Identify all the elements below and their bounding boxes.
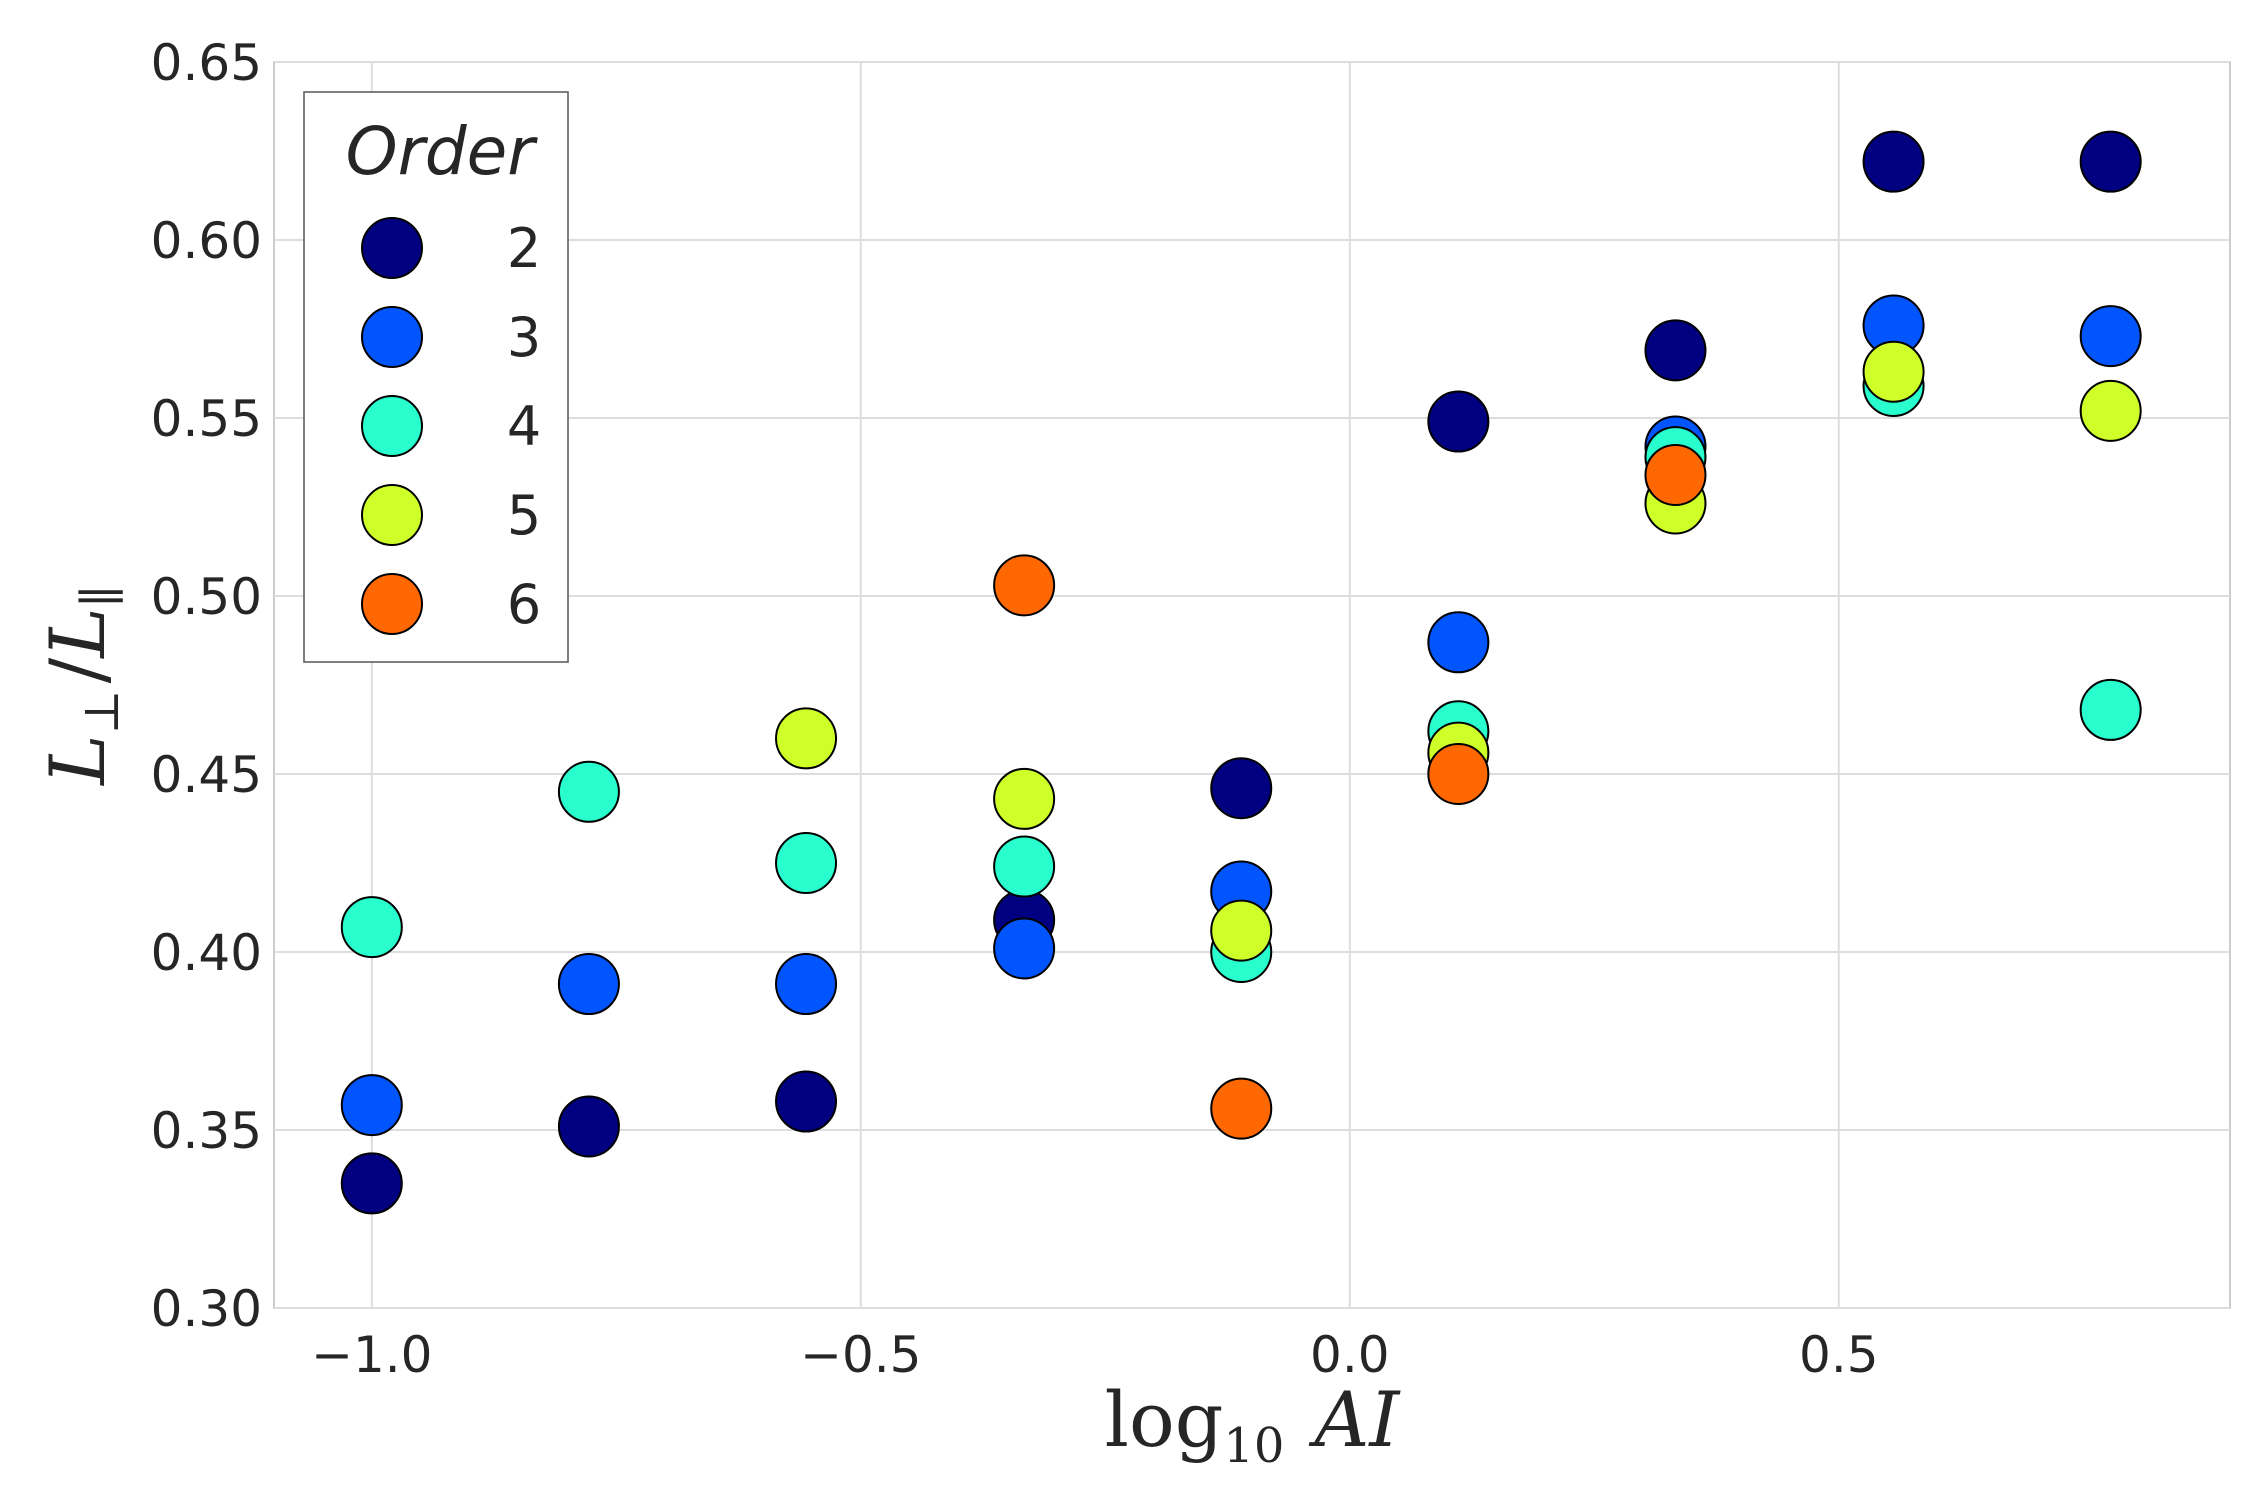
legend-marker-6 xyxy=(361,573,423,635)
point-order-4 xyxy=(557,760,620,823)
x-axis-label-base: log xyxy=(1105,1375,1224,1464)
point-order-3 xyxy=(775,953,838,1016)
legend: Order 2 3 4 5 6 xyxy=(303,91,569,663)
point-order-2 xyxy=(1427,390,1490,453)
point-order-4 xyxy=(2079,678,2142,741)
y-tick-label: 0.60 xyxy=(151,212,262,270)
y-axis-label-den-sub: ∥ xyxy=(74,585,130,607)
legend-label-2: 2 xyxy=(507,217,541,280)
x-axis-label-var: AI xyxy=(1308,1375,1401,1464)
point-order-3 xyxy=(1427,611,1490,674)
x-tick-label: −1.0 xyxy=(311,1326,432,1384)
point-order-6 xyxy=(1427,743,1490,805)
point-order-2 xyxy=(1862,130,1925,193)
y-tick-labels: 0.30 0.35 0.40 0.45 0.50 0.55 0.60 0.65 xyxy=(151,34,262,1338)
point-order-2 xyxy=(2079,130,2142,193)
y-tick-label: 0.65 xyxy=(151,34,262,92)
y-tick-label: 0.35 xyxy=(151,1102,262,1160)
legend-label-3: 3 xyxy=(507,306,541,369)
y-axis-label-num-sub: ⊥ xyxy=(74,689,130,734)
legend-marker-3 xyxy=(361,306,423,368)
legend-items: 2 3 4 5 6 xyxy=(361,217,541,636)
y-tick-label: 0.45 xyxy=(151,746,262,804)
y-axis-label-sep: / xyxy=(33,657,122,683)
point-order-4 xyxy=(993,835,1056,898)
point-order-6 xyxy=(993,554,1056,617)
point-order-2 xyxy=(340,1152,403,1215)
y-axis-label: L⊥/L∥ xyxy=(33,585,130,787)
x-axis-label-sub: 10 xyxy=(1223,1418,1284,1474)
point-order-6 xyxy=(1644,443,1707,506)
data-points xyxy=(340,130,2142,1215)
legend-marker-2 xyxy=(361,217,423,279)
legend-label-5: 5 xyxy=(507,484,541,547)
point-order-2 xyxy=(1644,319,1707,382)
y-tick-label: 0.40 xyxy=(151,924,262,982)
point-order-2 xyxy=(557,1095,620,1158)
point-order-2 xyxy=(1210,757,1273,820)
point-order-6 xyxy=(1210,1077,1273,1140)
point-order-3 xyxy=(2079,305,2142,368)
y-tick-label: 0.50 xyxy=(151,568,262,626)
legend-label-4: 4 xyxy=(507,395,541,458)
x-tick-labels: −1.0 −0.5 0.0 0.5 xyxy=(311,1326,1878,1384)
point-order-5 xyxy=(775,707,838,770)
legend-label-6: 6 xyxy=(507,573,541,636)
x-tick-label: 0.0 xyxy=(1310,1326,1390,1384)
legend-box xyxy=(303,91,569,663)
y-tick-label: 0.30 xyxy=(151,1280,262,1338)
legend-marker-4 xyxy=(361,395,423,457)
point-order-4 xyxy=(775,832,838,894)
point-order-3 xyxy=(993,917,1056,980)
point-order-5 xyxy=(2079,379,2142,442)
point-order-2 xyxy=(775,1070,838,1133)
point-order-5 xyxy=(1862,340,1925,403)
y-tick-label: 0.55 xyxy=(151,390,262,448)
y-axis-label-den: L xyxy=(33,607,122,659)
point-order-3 xyxy=(557,953,620,1016)
point-order-4 xyxy=(340,896,403,959)
point-order-3 xyxy=(340,1074,403,1137)
legend-marker-5 xyxy=(361,484,423,546)
y-axis-label-num: L xyxy=(33,734,122,786)
x-tick-label: 0.5 xyxy=(1799,1326,1879,1384)
legend-title: Order xyxy=(346,113,539,190)
x-axis-label: log10 AI xyxy=(1105,1375,1402,1474)
point-order-5 xyxy=(993,767,1056,830)
x-tick-label: −0.5 xyxy=(800,1326,921,1384)
point-order-5 xyxy=(1210,899,1273,962)
